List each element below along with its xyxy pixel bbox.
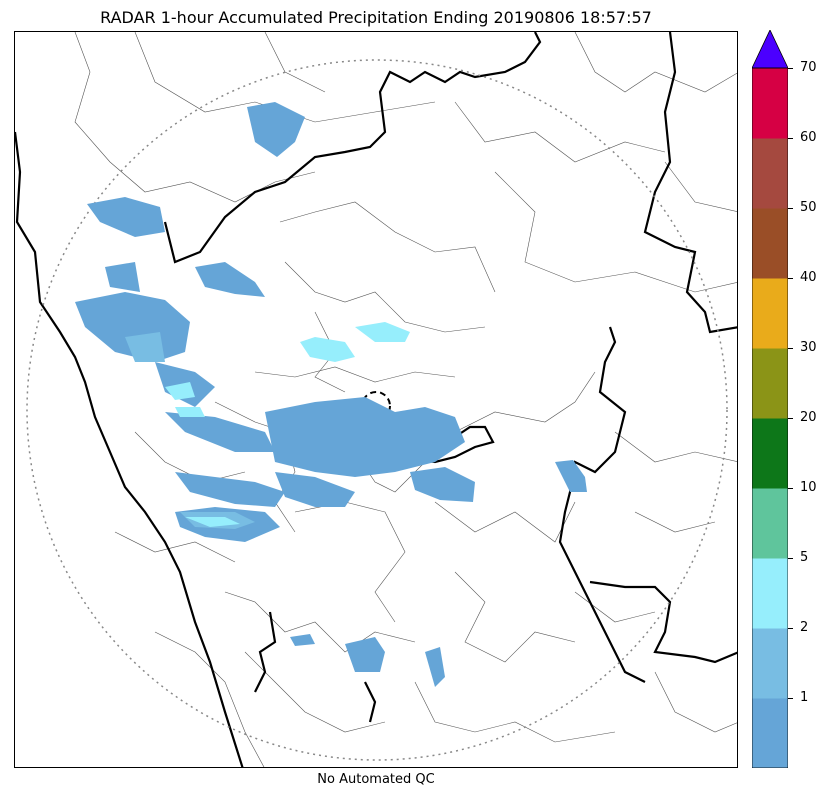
qc-footer: No Automated QC (317, 772, 435, 787)
colorbar-segment (752, 278, 788, 349)
colorbar-tick-label: 10 (800, 480, 817, 495)
colorbar-tick-mark (788, 278, 793, 279)
colorbar-tick-label: 20 (800, 410, 817, 425)
colorbar-tick-mark (788, 488, 793, 489)
map-canvas (15, 32, 737, 767)
colorbar-tick-mark (788, 558, 793, 559)
precipitation-echoes (75, 102, 587, 687)
colorbar-tick-mark (788, 68, 793, 69)
chart-title: RADAR 1-hour Accumulated Precipitation E… (100, 8, 652, 27)
colorbar-segment (752, 208, 788, 279)
colorbar-tick-label: 50 (800, 200, 817, 215)
colorbar-tick-mark (788, 698, 793, 699)
colorbar-segment (752, 488, 788, 559)
colorbar-segment (752, 558, 788, 629)
colorbar-segment (752, 348, 788, 419)
colorbar-segment (752, 418, 788, 489)
colorbar-tick-mark (788, 208, 793, 209)
colorbar-segment (752, 138, 788, 209)
colorbar-tick-label: 5 (800, 550, 809, 565)
colorbar-segments (752, 68, 788, 768)
radar-map (14, 31, 738, 768)
colorbar (752, 30, 788, 768)
colorbar-segment (752, 68, 788, 139)
colorbar-tick-label: 70 (800, 60, 817, 75)
colorbar-segment (752, 628, 788, 699)
colorbar-tick-mark (788, 628, 793, 629)
colorbar-tick-label: 40 (800, 270, 817, 285)
district-boundaries (74, 32, 737, 767)
colorbar-tick-label: 30 (800, 340, 817, 355)
colorbar-tick-label: 60 (800, 130, 817, 145)
colorbar-tick-mark (788, 348, 793, 349)
colorbar-tick-label: 1 (800, 690, 809, 705)
colorbar-segment (752, 698, 788, 768)
colorbar-extend-triangle (752, 30, 788, 69)
colorbar-tick-mark (788, 418, 793, 419)
range-ring (26, 59, 728, 761)
state-boundaries (15, 32, 737, 767)
colorbar-tick-label: 2 (800, 620, 809, 635)
colorbar-tick-mark (788, 138, 793, 139)
